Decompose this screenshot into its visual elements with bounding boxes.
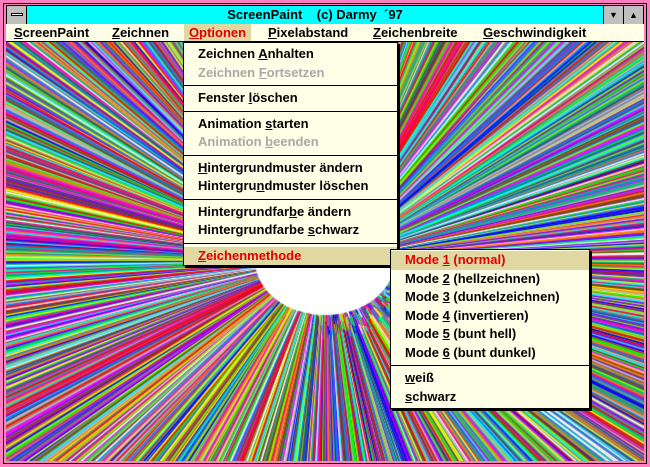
submenu-item-mode-1[interactable]: Mode 1 (normal)	[391, 251, 589, 270]
system-menu-button[interactable]	[7, 6, 27, 24]
menu-zeichenbreite[interactable]: Zeichenbreite	[373, 25, 458, 40]
menu-item-hintergrundfarbe-aendern[interactable]: Hintergrundfarbe ändern	[198, 203, 352, 219]
menu-item-zeichenmethode[interactable]: Zeichenmethode	[184, 246, 397, 265]
submenu-item-schwarz[interactable]: schwarz	[405, 388, 457, 404]
menu-item-fenster-loeschen[interactable]: Fenster löschen	[198, 90, 298, 105]
submenu-item-mode-5[interactable]: Mode 5 (bunt hell)	[405, 326, 517, 341]
menu-separator	[184, 198, 397, 200]
maximize-arrow-icon: ▲	[629, 10, 638, 20]
menu-item-zeichnen-anhalten[interactable]: Zeichnen Anhalten	[198, 46, 314, 61]
submenu-item-mode-3[interactable]: Mode 3 (dunkelzeichnen)	[405, 289, 560, 304]
menu-separator	[391, 365, 589, 366]
menu-separator	[184, 85, 397, 86]
title-bar[interactable]: ScreenPaint (c) Darmy ´97 ▼ ▲	[6, 5, 644, 25]
minimize-button[interactable]: ▼	[603, 6, 623, 24]
menu-pixelabstand[interactable]: Pixelabstand	[268, 25, 349, 40]
system-menu-icon	[11, 13, 23, 16]
menu-screenpaint[interactable]: ScreenPaint	[14, 25, 90, 40]
submenu-item-mode-2[interactable]: Mode 2 (hellzeichnen)	[405, 270, 541, 286]
menu-item-hintergrundmuster-loeschen[interactable]: Hintergrundmuster löschen	[198, 178, 369, 193]
menu-separator	[184, 154, 397, 156]
menu-item-hintergrundmuster-aendern[interactable]: Hintergrundmuster ändern	[198, 159, 363, 175]
minimize-arrow-icon: ▼	[609, 10, 618, 20]
menu-bar: ScreenPaint Zeichnen Optionen Pixelabsta…	[6, 24, 644, 42]
menu-geschwindigkeit[interactable]: Geschwindigkeit	[483, 25, 587, 40]
submenu-item-mode-6[interactable]: Mode 6 (bunt dunkel)	[405, 344, 536, 360]
menu-separator	[184, 110, 397, 112]
menu-item-zeichnen-fortsetzen: Zeichnen Fortsetzen	[198, 64, 325, 80]
submenu-item-mode-4[interactable]: Mode 4 (invertieren)	[405, 307, 529, 323]
menu-item-animation-beenden: Animation beenden	[198, 134, 319, 149]
window-title: ScreenPaint (c) Darmy ´97	[227, 7, 403, 22]
zeichenmethode-submenu: Mode 1 (normal) Mode 2 (hellzeichnen) Mo…	[390, 249, 590, 409]
menu-optionen[interactable]: Optionen	[184, 24, 252, 41]
submenu-item-weiss[interactable]: weiß	[405, 370, 434, 385]
options-dropdown: Zeichnen Anhalten Zeichnen Fortsetzen Fe…	[183, 42, 398, 266]
menu-zeichnen[interactable]: Zeichnen	[112, 25, 170, 40]
menu-item-animation-starten[interactable]: Animation starten	[198, 115, 309, 131]
menu-separator	[184, 242, 397, 244]
menu-item-hintergrundfarbe-schwarz[interactable]: Hintergrundfarbe schwarz	[198, 222, 360, 237]
maximize-button[interactable]: ▲	[623, 6, 643, 24]
